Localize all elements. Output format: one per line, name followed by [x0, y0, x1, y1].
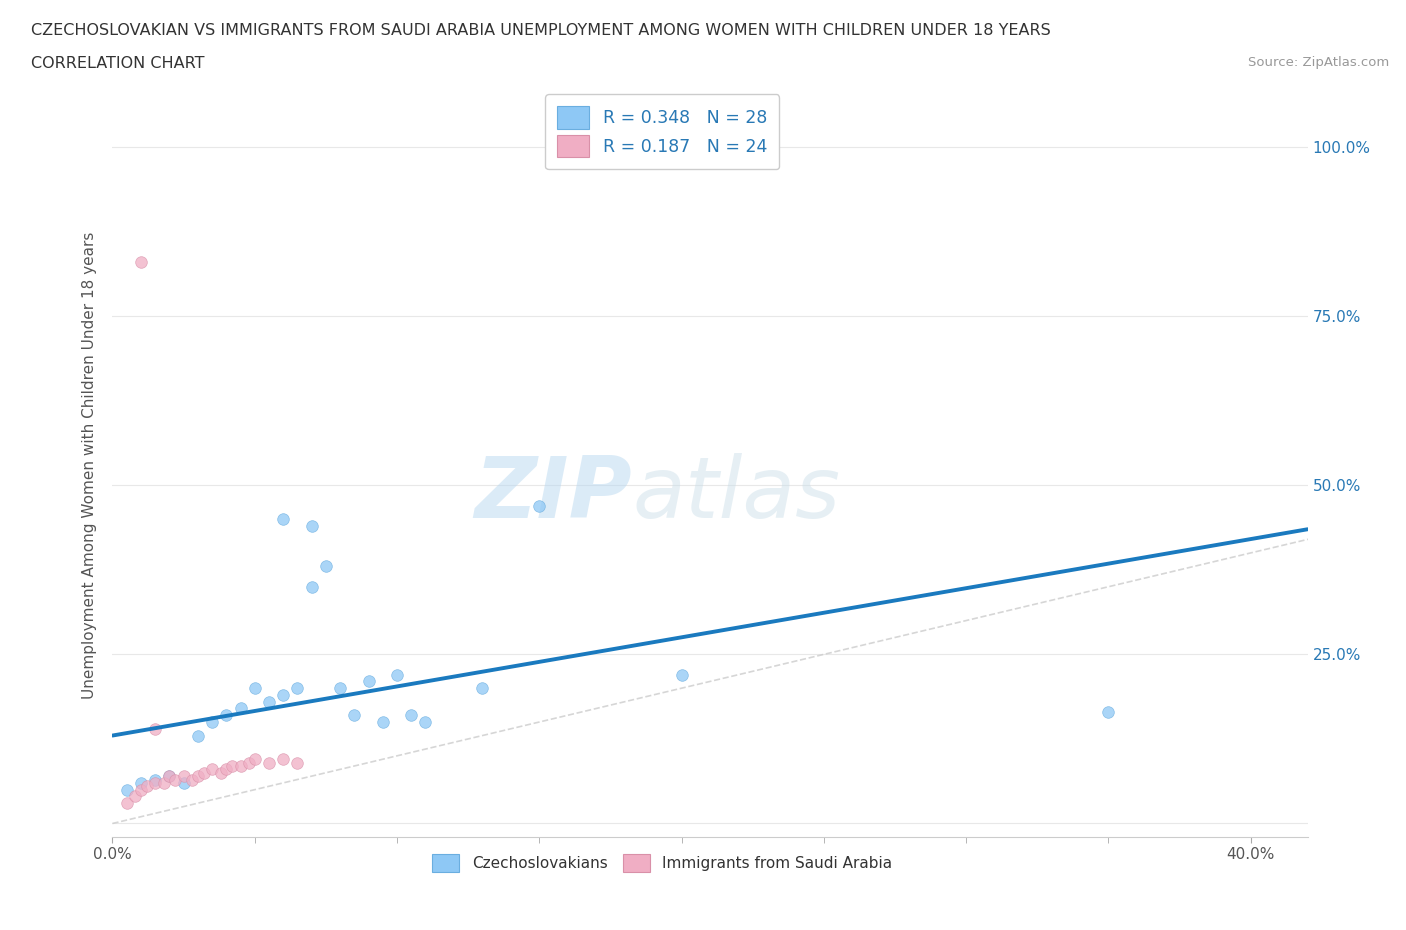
- Point: [257, 755, 280, 770]
- Point: [209, 765, 232, 780]
- Point: [129, 255, 152, 270]
- Point: [181, 772, 204, 787]
- Point: [315, 559, 337, 574]
- Point: [129, 782, 152, 797]
- Point: [187, 728, 209, 743]
- Point: [271, 751, 294, 766]
- Point: [173, 776, 195, 790]
- Point: [229, 759, 252, 774]
- Point: [173, 769, 195, 784]
- Text: atlas: atlas: [633, 453, 841, 537]
- Point: [135, 778, 157, 793]
- Point: [115, 782, 138, 797]
- Point: [301, 579, 323, 594]
- Point: [529, 498, 551, 513]
- Point: [165, 772, 187, 787]
- Text: Source: ZipAtlas.com: Source: ZipAtlas.com: [1249, 56, 1389, 69]
- Point: [301, 518, 323, 533]
- Point: [143, 772, 166, 787]
- Point: [115, 796, 138, 811]
- Point: [257, 695, 280, 710]
- Point: [1097, 704, 1119, 719]
- Point: [385, 667, 408, 682]
- Point: [143, 722, 166, 737]
- Point: [187, 769, 209, 784]
- Point: [271, 512, 294, 526]
- Point: [471, 681, 494, 696]
- Point: [157, 769, 180, 784]
- Point: [243, 751, 266, 766]
- Point: [143, 776, 166, 790]
- Point: [124, 789, 146, 804]
- Point: [243, 681, 266, 696]
- Point: [215, 708, 238, 723]
- Point: [287, 755, 309, 770]
- Y-axis label: Unemployment Among Women with Children Under 18 years: Unemployment Among Women with Children U…: [82, 232, 97, 698]
- Point: [271, 687, 294, 702]
- Text: CORRELATION CHART: CORRELATION CHART: [31, 56, 204, 71]
- Point: [371, 714, 394, 729]
- Point: [671, 667, 693, 682]
- Point: [238, 755, 260, 770]
- Point: [329, 681, 352, 696]
- Point: [152, 776, 174, 790]
- Point: [129, 776, 152, 790]
- Point: [215, 762, 238, 777]
- Point: [201, 762, 224, 777]
- Point: [193, 765, 215, 780]
- Point: [229, 701, 252, 716]
- Point: [357, 674, 380, 689]
- Point: [221, 759, 243, 774]
- Point: [201, 714, 224, 729]
- Text: ZIP: ZIP: [475, 453, 633, 537]
- Legend: Czechoslovakians, Immigrants from Saudi Arabia: Czechoslovakians, Immigrants from Saudi …: [426, 848, 898, 878]
- Point: [343, 708, 366, 723]
- Point: [157, 769, 180, 784]
- Text: CZECHOSLOVAKIAN VS IMMIGRANTS FROM SAUDI ARABIA UNEMPLOYMENT AMONG WOMEN WITH CH: CZECHOSLOVAKIAN VS IMMIGRANTS FROM SAUDI…: [31, 23, 1050, 38]
- Point: [401, 708, 423, 723]
- Point: [287, 681, 309, 696]
- Point: [415, 714, 437, 729]
